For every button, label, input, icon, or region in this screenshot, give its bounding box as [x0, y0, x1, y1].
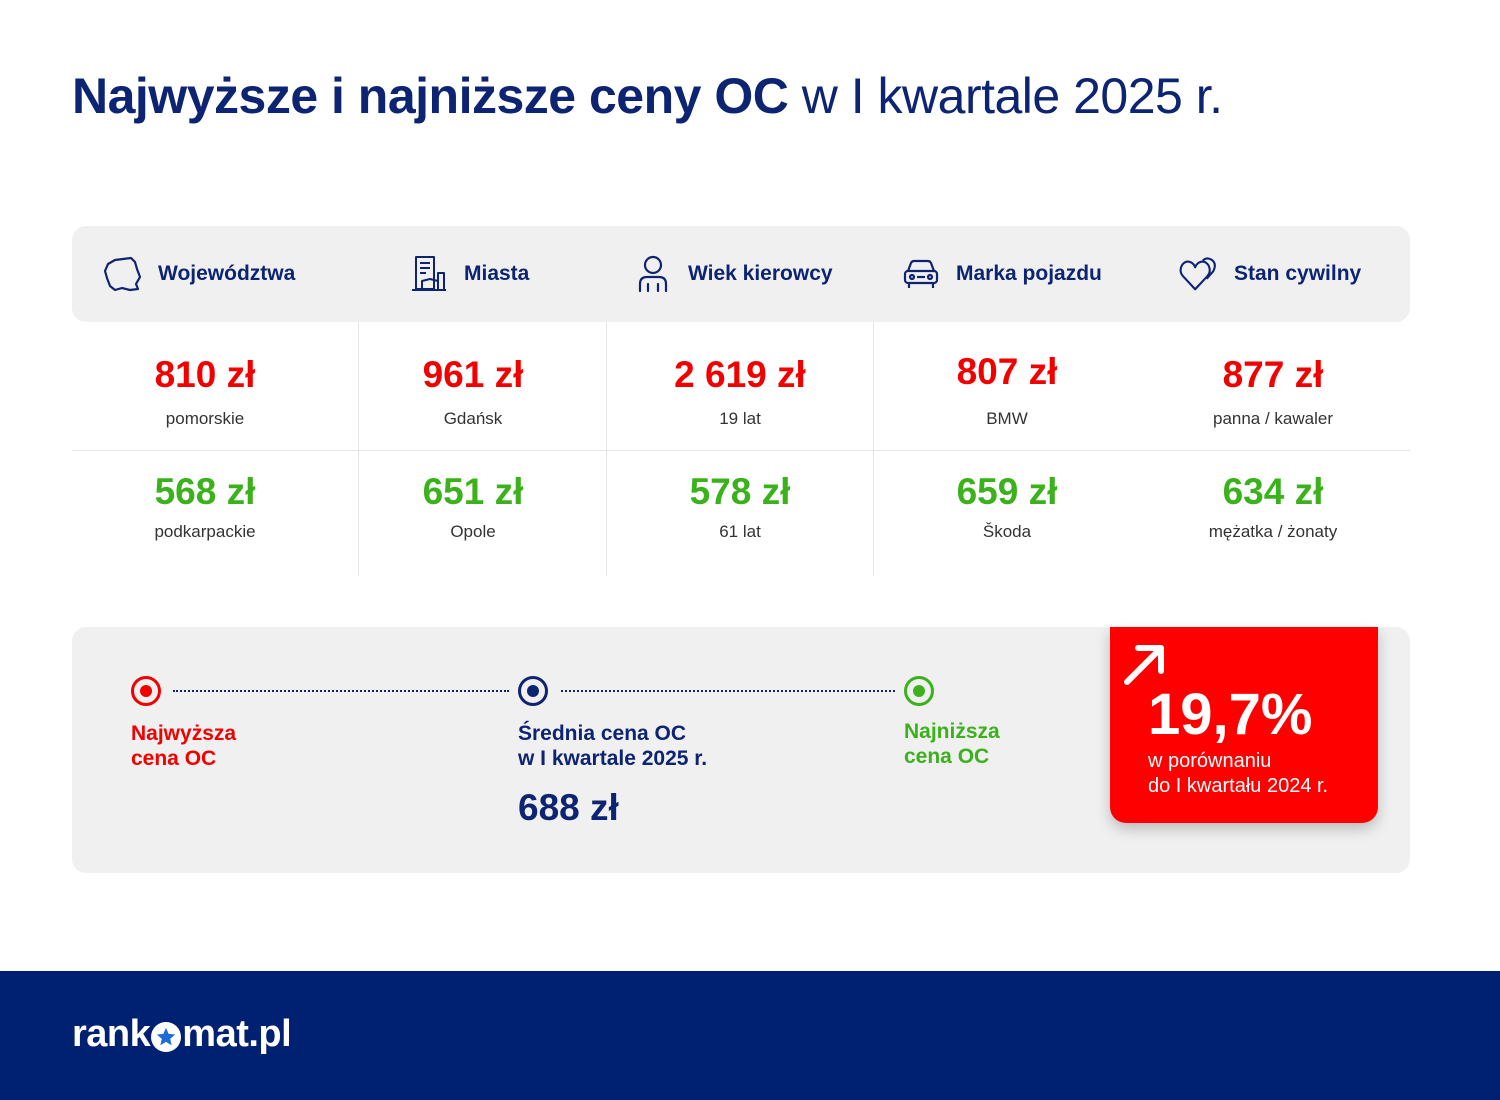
category-wiek: Wiek kierowcy: [632, 226, 833, 322]
title-bold: Najwyższe i najniższe ceny OC: [72, 68, 789, 124]
highest-cell: 807 zł BMW: [874, 350, 1140, 429]
lowest-value: 659 zł: [956, 471, 1058, 512]
lowest-label: mężatka / żonaty: [1208, 522, 1338, 541]
lowest-cell: 568 zł podkarpackie: [72, 470, 338, 542]
city-building-icon: [408, 253, 450, 295]
column-divider: [873, 322, 874, 576]
highest-cell: 810 zł pomorskie: [72, 353, 338, 429]
page-title: Najwyższe i najniższe ceny OC w I kwarta…: [72, 66, 1223, 126]
lowest-price-label: Najniższa cena OC: [904, 720, 1000, 768]
lowest-label: Opole: [450, 522, 496, 541]
arrow-up-right-icon: [1124, 645, 1164, 685]
highest-value: 877 zł: [1222, 354, 1324, 395]
average-target-icon: [518, 676, 548, 706]
highest-label: panna / kawaler: [1212, 409, 1334, 428]
average-price-label: Średnia cena OC w I kwartale 2025 r.: [518, 722, 708, 770]
highest-label: Gdańsk: [443, 409, 503, 428]
category-label: Marka pojazdu: [956, 262, 1102, 285]
change-comparison: w porównaniu do I kwartału 2024 r.: [1148, 750, 1329, 797]
highest-value: 810 zł: [154, 354, 256, 395]
category-wojewodztwa: Województwa: [102, 226, 295, 322]
footer: rank mat.pl: [0, 971, 1500, 1100]
column-divider: [358, 322, 359, 576]
highest-value: 961 zł: [422, 354, 524, 395]
category-label: Miasta: [464, 262, 530, 285]
highest-target-icon: [131, 676, 161, 706]
lowest-cell: 578 zł 61 lat: [607, 470, 873, 542]
dotted-connector: [561, 690, 895, 692]
price-grid: 810 zł pomorskie 961 zł Gdańsk 2 619 zł …: [72, 322, 1410, 578]
car-icon: [900, 253, 942, 295]
highest-price-label: Najwyższa cena OC: [131, 722, 237, 770]
lowest-value: 634 zł: [1222, 471, 1324, 512]
highest-label: 19 lat: [719, 409, 761, 428]
star-icon: [151, 1021, 182, 1052]
lowest-value: 578 zł: [689, 471, 791, 512]
highest-cell: 961 zł Gdańsk: [340, 353, 606, 429]
highest-value: 2 619 zł: [674, 354, 806, 395]
hearts-icon: [1178, 253, 1220, 295]
category-marka: Marka pojazdu: [900, 226, 1102, 322]
highest-cell: 2 619 zł 19 lat: [607, 353, 873, 429]
category-label: Wiek kierowcy: [688, 262, 833, 285]
lowest-cell: 659 zł Škoda: [874, 470, 1140, 542]
lowest-label: podkarpackie: [154, 522, 256, 541]
lowest-label: Škoda: [982, 522, 1032, 541]
average-price-value: 688 zł: [518, 787, 619, 828]
category-miasta: Miasta: [408, 226, 529, 322]
poland-map-icon: [102, 253, 144, 295]
category-label: Stan cywilny: [1234, 262, 1362, 285]
lowest-cell: 651 zł Opole: [340, 470, 606, 542]
dotted-connector: [173, 690, 509, 692]
highest-cell: 877 zł panna / kawaler: [1140, 353, 1406, 429]
rankomat-logo: rank mat.pl: [72, 1013, 292, 1055]
lowest-cell: 634 zł mężatka / żonaty: [1140, 470, 1406, 542]
highest-label: BMW: [986, 409, 1028, 428]
lowest-value: 568 zł: [154, 471, 256, 512]
highest-value: 807 zł: [956, 351, 1058, 392]
category-header: Województwa Miasta Wiek kierowcy: [72, 226, 1410, 322]
title-light: w I kwartale 2025 r.: [801, 68, 1223, 124]
category-label: Województwa: [158, 262, 296, 285]
change-badge: 19,7% w porównaniu do I kwartału 2024 r.: [1110, 627, 1378, 823]
person-icon: [632, 253, 674, 295]
lowest-label: 61 lat: [719, 522, 761, 541]
column-divider: [606, 322, 607, 576]
lowest-value: 651 zł: [422, 471, 524, 512]
change-percent: 19,7%: [1148, 682, 1313, 747]
row-divider: [72, 450, 1410, 451]
lowest-target-icon: [904, 676, 934, 706]
category-stan: Stan cywilny: [1178, 226, 1361, 322]
highest-label: pomorskie: [165, 409, 245, 428]
